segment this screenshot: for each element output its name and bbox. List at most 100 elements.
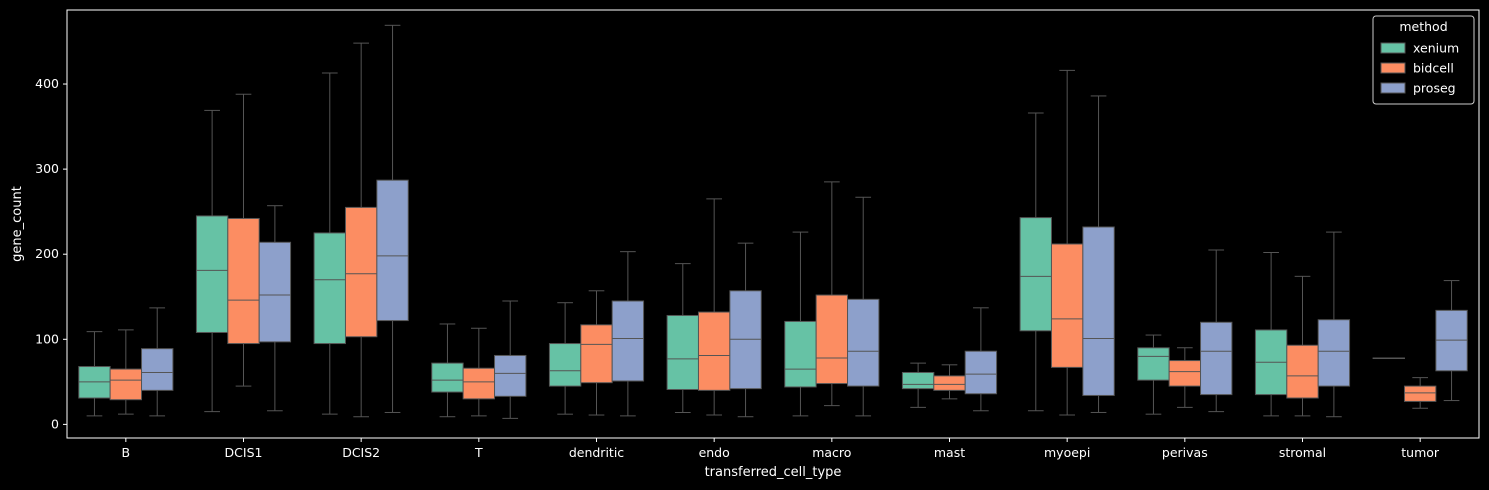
box-proseg-tumor <box>1435 280 1468 402</box>
x-tick-label: macro <box>812 445 851 460</box>
box-proseg-myoepi <box>1082 95 1115 413</box>
y-tick-label: 0 <box>51 416 59 431</box>
box-iqr <box>964 350 998 395</box>
box-bidcell-T <box>462 327 496 417</box>
legend-swatch <box>1380 82 1406 94</box>
legend-item-proseg: proseg <box>1380 81 1456 96</box>
box-iqr <box>666 314 699 390</box>
box-iqr <box>376 179 409 322</box>
y-tick-label: 200 <box>35 246 59 261</box>
box-bidcell-DCIS2 <box>344 42 378 418</box>
x-tick-label: DCIS1 <box>225 445 263 460</box>
box-iqr <box>258 241 292 343</box>
plot-frame <box>66 9 1480 439</box>
box-iqr <box>494 354 527 397</box>
box-bidcell-macro <box>815 181 849 407</box>
x-tick-label: tumor <box>1401 445 1440 460</box>
box-xenium-dendritic <box>548 302 582 415</box>
box-xenium-mast <box>901 362 935 408</box>
box-xenium-tumor <box>1372 357 1405 360</box>
box-iqr <box>815 294 849 385</box>
y-axis: 0 100 200 300 400 <box>35 76 67 431</box>
y-tick-label: 100 <box>35 331 59 346</box>
x-tick-label: dendritic <box>569 445 624 460</box>
box-proseg-stromal <box>1317 231 1351 418</box>
box-bidcell-myoepi <box>1050 69 1084 416</box>
x-tick-label: perivas <box>1162 445 1208 460</box>
box-iqr <box>141 348 174 391</box>
box-iqr <box>1200 321 1233 396</box>
box-proseg-perivas <box>1200 249 1233 413</box>
legend-item-bidcell: bidcell <box>1380 61 1454 76</box>
box-iqr <box>313 232 346 345</box>
y-tick-label: 300 <box>35 161 59 176</box>
box-proseg-mast <box>964 307 998 412</box>
legend-title: method <box>1399 19 1447 34</box>
legend: method xenium bidcell proseg <box>1372 15 1475 105</box>
box-iqr <box>847 298 880 387</box>
legend-item-xenium: xenium <box>1380 41 1459 56</box>
box-xenium-DCIS2 <box>313 72 346 415</box>
box-iqr <box>611 300 645 382</box>
box-iqr <box>1317 319 1351 387</box>
legend-label: xenium <box>1413 41 1459 56</box>
box-proseg-DCIS1 <box>258 205 292 412</box>
box-iqr <box>109 368 143 401</box>
box-bidcell-B <box>109 329 143 415</box>
box-bidcell-perivas <box>1168 347 1202 408</box>
series-bidcell <box>109 42 1437 418</box>
box-iqr <box>1168 360 1202 387</box>
box-bidcell-stromal <box>1286 275 1319 417</box>
x-tick-label: B <box>122 445 131 460</box>
box-iqr <box>697 311 731 391</box>
legend-label: proseg <box>1413 81 1456 96</box>
box-xenium-myoepi <box>1019 112 1052 412</box>
box-iqr <box>431 362 464 393</box>
box-iqr <box>933 375 966 391</box>
box-iqr <box>1050 243 1084 368</box>
box-bidcell-mast <box>933 364 966 400</box>
series-xenium <box>78 72 1405 418</box>
box-iqr <box>580 324 613 384</box>
box-proseg-T <box>494 300 527 419</box>
series-proseg <box>141 24 1468 419</box>
x-tick-label: endo <box>699 445 730 460</box>
y-tick-label: 400 <box>35 76 59 91</box>
box-plot-layer <box>78 24 1468 419</box>
legend-frame <box>1372 15 1475 105</box>
x-axis-label: transferred_cell_type <box>705 465 842 480</box>
box-iqr <box>195 215 229 333</box>
box-bidcell-DCIS1 <box>227 93 260 387</box>
box-iqr <box>548 343 582 387</box>
box-xenium-T <box>431 323 464 418</box>
box-proseg-DCIS2 <box>376 24 409 413</box>
box-xenium-endo <box>666 263 699 413</box>
x-tick-label: mast <box>934 445 965 460</box>
x-tick-label: myoepi <box>1044 445 1090 460</box>
box-xenium-stromal <box>1254 252 1288 417</box>
box-iqr <box>1019 217 1052 332</box>
legend-items: xenium bidcell proseg <box>1380 41 1459 96</box>
legend-label: bidcell <box>1413 61 1454 76</box>
x-tick-label: T <box>474 445 483 460</box>
box-iqr <box>784 320 817 388</box>
box-iqr <box>1082 226 1115 396</box>
box-bidcell-tumor <box>1403 377 1437 409</box>
box-iqr <box>344 206 378 338</box>
box-iqr <box>1286 344 1319 399</box>
box-proseg-macro <box>847 196 880 417</box>
legend-swatch <box>1380 42 1406 54</box>
x-tick-label: DCIS2 <box>342 445 380 460</box>
box-bidcell-dendritic <box>580 290 613 416</box>
x-tick-label: stromal <box>1279 445 1326 460</box>
box-xenium-macro <box>784 231 817 417</box>
box-xenium-B <box>78 331 111 417</box>
box-iqr <box>462 367 496 400</box>
box-proseg-B <box>141 307 174 417</box>
box-iqr <box>227 217 260 345</box>
box-proseg-dendritic <box>611 251 645 417</box>
box-iqr <box>901 371 935 390</box>
legend-swatch <box>1380 62 1406 74</box>
